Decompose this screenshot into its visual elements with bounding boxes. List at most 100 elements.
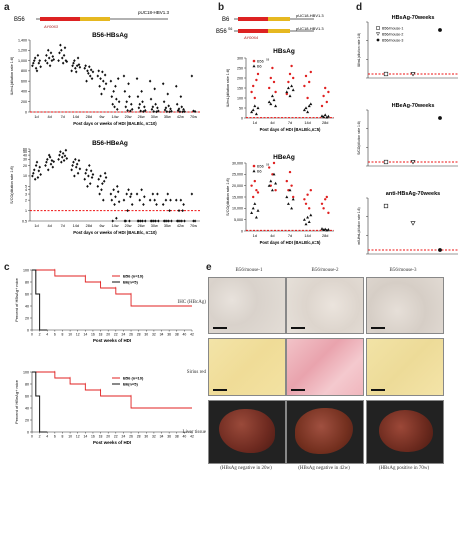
data-point bbox=[274, 104, 278, 108]
data-point bbox=[46, 157, 49, 161]
data-point bbox=[303, 198, 306, 201]
data-point bbox=[179, 198, 183, 202]
marker-mouse-3 bbox=[438, 116, 442, 120]
data-point bbox=[129, 102, 133, 106]
data-point bbox=[124, 219, 128, 223]
legend-label: B56 (n=10) bbox=[123, 273, 144, 278]
x-tick-label: 30 bbox=[144, 435, 148, 439]
data-point bbox=[116, 77, 120, 81]
data-point bbox=[325, 100, 328, 104]
data-point bbox=[140, 188, 143, 192]
data-point bbox=[304, 202, 308, 205]
x-tick-label: 42w bbox=[177, 115, 184, 119]
x-axis-label: Post weeks of HDI bbox=[93, 338, 131, 343]
y-tick-label: 5,000 bbox=[234, 218, 243, 222]
data-point bbox=[325, 195, 328, 199]
construct-b-sup: S6 bbox=[228, 27, 232, 31]
data-point bbox=[39, 65, 42, 69]
data-point bbox=[64, 148, 68, 152]
data-point bbox=[270, 94, 274, 98]
survival-line bbox=[32, 371, 48, 433]
data-point bbox=[51, 54, 55, 58]
data-point bbox=[151, 192, 155, 196]
data-point bbox=[86, 69, 89, 73]
y-tick-label: 30,000 bbox=[232, 161, 243, 165]
data-point bbox=[255, 189, 258, 192]
x-tick-label: 36 bbox=[167, 333, 171, 337]
y-tick-label: 0 bbox=[25, 110, 27, 114]
e-col-label-3: B56/mouse-3 bbox=[389, 268, 417, 273]
data-point bbox=[152, 219, 156, 223]
data-point bbox=[267, 184, 271, 187]
data-point bbox=[88, 164, 91, 168]
y-tick-label: 4 bbox=[25, 188, 27, 192]
data-point bbox=[302, 108, 306, 112]
data-point bbox=[320, 104, 324, 108]
data-point bbox=[75, 162, 79, 166]
y-tick-label: 15,000 bbox=[232, 195, 243, 199]
x-tick-label: 28d bbox=[86, 224, 92, 228]
x-tick-label: 18 bbox=[99, 333, 103, 337]
data-point bbox=[151, 105, 155, 109]
data-point bbox=[140, 89, 143, 93]
y-tick-label: 100 bbox=[23, 370, 29, 374]
y-axis-label: S/CO(dilution rate 1:8) bbox=[357, 121, 361, 155]
y-tick-label: 40 bbox=[23, 153, 27, 157]
x-tick-label: 42w bbox=[177, 224, 184, 228]
data-point bbox=[285, 92, 288, 96]
data-point bbox=[324, 198, 327, 201]
data-point bbox=[270, 188, 274, 192]
d-plot-title: HBsAg-70weeks bbox=[392, 15, 435, 21]
data-point bbox=[254, 112, 258, 116]
data-point bbox=[304, 106, 308, 110]
data-point bbox=[50, 158, 54, 162]
x-axis-label: Post days or weeks of HDI (BALB/c, n=10) bbox=[73, 230, 157, 235]
y-tick-label: 60 bbox=[25, 394, 29, 398]
data-point bbox=[271, 66, 274, 70]
e-liver-image-2 bbox=[286, 400, 364, 464]
data-point bbox=[254, 215, 258, 219]
data-point bbox=[156, 192, 159, 196]
data-point bbox=[290, 206, 294, 210]
data-point bbox=[139, 109, 142, 113]
data-point bbox=[272, 161, 276, 165]
data-point bbox=[122, 74, 126, 78]
data-point bbox=[96, 74, 100, 78]
data-point bbox=[135, 192, 139, 196]
data-point bbox=[78, 167, 82, 171]
data-point bbox=[250, 110, 254, 114]
panel-letter-c: c bbox=[4, 262, 10, 273]
data-point bbox=[72, 160, 75, 164]
a-hbsag-plot: 0 200 400 600 800 1,000 1,200 1,400 1d 4d 7d 14d 28d… bbox=[10, 38, 200, 126]
x-tick-label: 4 bbox=[46, 333, 48, 337]
y-axis-label: mIU/mL(dilution rate 1:8) bbox=[357, 207, 361, 244]
y-tick-label: 10,000 bbox=[232, 207, 243, 211]
data-point bbox=[60, 155, 64, 159]
b-hbsag-title: HBsAg bbox=[273, 48, 295, 55]
data-point bbox=[253, 104, 257, 108]
marker-mouse-2 bbox=[410, 160, 416, 165]
data-point bbox=[250, 90, 253, 94]
legend-marker bbox=[252, 164, 256, 168]
y-tick-label: 60 bbox=[25, 292, 29, 296]
data-point bbox=[61, 61, 65, 65]
data-point bbox=[170, 219, 173, 223]
data-point bbox=[47, 153, 51, 157]
data-point bbox=[306, 96, 309, 100]
x-tick-label: 7d bbox=[288, 234, 292, 238]
data-point bbox=[290, 184, 293, 187]
scale-bar bbox=[371, 327, 385, 329]
marker-mouse-1 bbox=[383, 159, 389, 165]
data-point bbox=[128, 219, 131, 223]
data-point bbox=[162, 100, 166, 104]
construct-b-red1 bbox=[238, 17, 268, 21]
construct-a-red-block bbox=[40, 17, 80, 21]
x-tick-label: 1d bbox=[34, 224, 38, 228]
data-point bbox=[102, 87, 106, 91]
data-point bbox=[183, 109, 186, 113]
x-tick-label: 6w bbox=[99, 115, 104, 119]
data-point bbox=[61, 151, 65, 155]
data-point bbox=[114, 84, 117, 88]
